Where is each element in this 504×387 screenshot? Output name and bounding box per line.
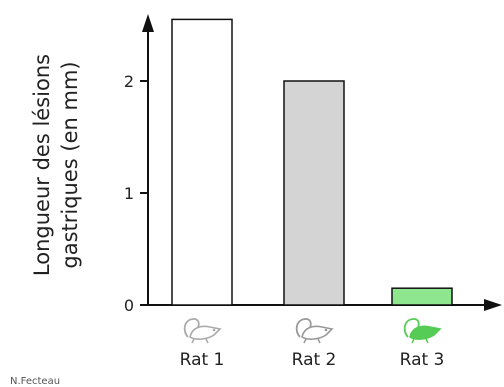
y-axis-label-line-1: Longueur des lésions [30, 54, 54, 276]
y-axis-arrow [142, 14, 154, 32]
category-label: Rat 1 [180, 350, 225, 370]
y-axis-label-line-2: gastriques (en mm) [58, 61, 82, 268]
rat-icon [183, 318, 222, 344]
category-icons [183, 318, 442, 344]
bar [391, 287, 453, 306]
corner-note: N.Fecteau [10, 376, 60, 387]
bar [171, 18, 233, 306]
y-ticks: 0 1 2 [124, 72, 148, 315]
y-axis-label: Longueur des lésions gastriques (en mm) [30, 54, 82, 276]
category-label: Rat 3 [400, 350, 445, 370]
y-tick-label: 0 [124, 296, 134, 315]
category-label: Rat 2 [292, 350, 337, 370]
y-tick-label: 1 [124, 184, 134, 203]
x-axis-arrow [484, 299, 502, 311]
bar [283, 80, 345, 306]
category-labels: Rat 1 Rat 2 Rat 3 [180, 350, 445, 370]
rat-icon [403, 318, 442, 344]
rat-icon [295, 318, 334, 344]
bars [171, 18, 453, 306]
y-tick-label: 2 [124, 72, 134, 91]
